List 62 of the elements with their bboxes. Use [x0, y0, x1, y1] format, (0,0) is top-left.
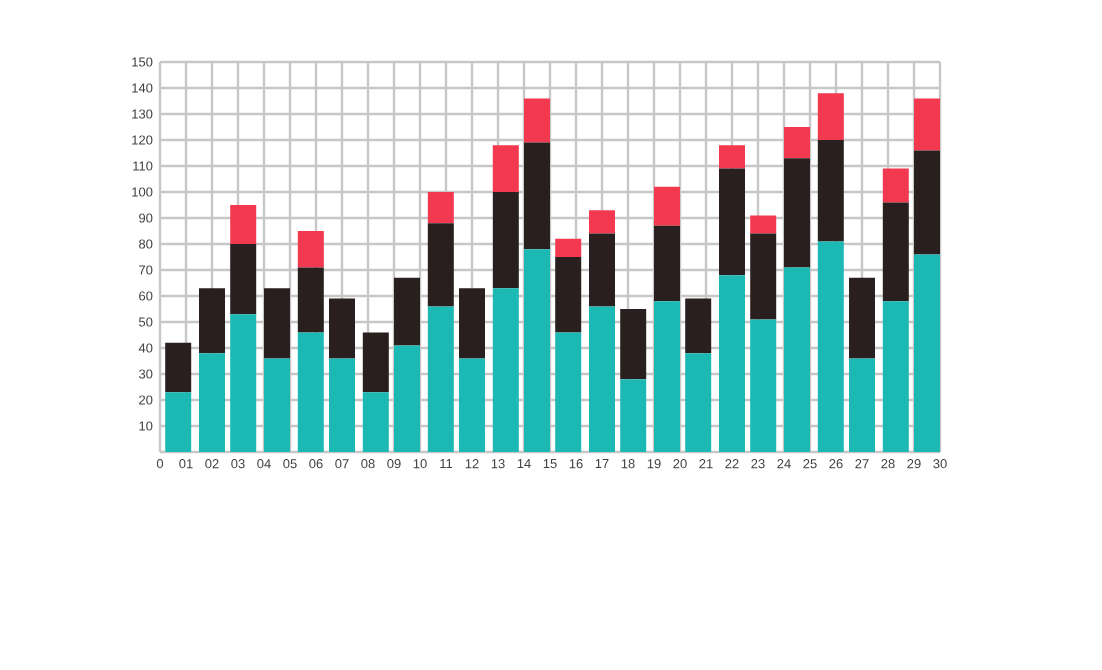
bar — [882, 202, 909, 302]
bar — [750, 319, 777, 452]
bar — [914, 98, 940, 151]
bar — [524, 98, 550, 143]
bar — [165, 342, 192, 393]
bar — [230, 244, 257, 315]
bar — [784, 127, 810, 159]
bar — [719, 145, 745, 169]
bar — [784, 267, 810, 452]
bar — [882, 168, 909, 203]
bar — [459, 288, 485, 359]
bar — [297, 267, 324, 333]
bar — [555, 257, 582, 333]
bar — [654, 225, 680, 302]
bar — [165, 392, 192, 452]
bar — [362, 392, 389, 452]
bar — [817, 241, 844, 452]
bar — [654, 186, 680, 226]
bar — [492, 192, 519, 289]
bar — [817, 140, 844, 242]
bar — [750, 215, 777, 234]
bar — [297, 332, 324, 452]
bar — [329, 298, 356, 359]
bar — [492, 288, 519, 452]
bar — [199, 353, 226, 452]
bar — [394, 345, 421, 452]
bar — [555, 332, 582, 452]
bar — [427, 223, 454, 307]
bar — [459, 358, 485, 452]
bar — [914, 150, 940, 255]
bar — [427, 306, 454, 452]
bar — [329, 358, 356, 452]
bar — [784, 158, 810, 268]
bar — [589, 210, 615, 234]
bar — [849, 358, 875, 452]
bar — [620, 379, 647, 452]
bar — [685, 298, 712, 354]
bar — [719, 275, 745, 452]
bar — [555, 238, 582, 257]
bar — [264, 288, 291, 359]
bar — [750, 233, 777, 320]
bar — [620, 309, 647, 380]
bar — [427, 192, 454, 224]
bar — [492, 145, 519, 192]
bar — [685, 353, 712, 452]
bar — [817, 93, 844, 140]
bar — [362, 332, 389, 393]
bar — [524, 142, 550, 250]
bar — [264, 358, 291, 452]
bar — [882, 301, 909, 452]
bar — [589, 306, 615, 452]
bar — [199, 288, 226, 354]
bar — [654, 301, 680, 452]
bar — [230, 205, 257, 244]
bar — [297, 231, 324, 268]
bar — [914, 254, 940, 452]
bar — [589, 233, 615, 307]
bar — [524, 249, 550, 452]
bar — [849, 277, 875, 359]
bar — [719, 168, 745, 276]
bar — [394, 277, 421, 346]
bar — [230, 314, 257, 452]
